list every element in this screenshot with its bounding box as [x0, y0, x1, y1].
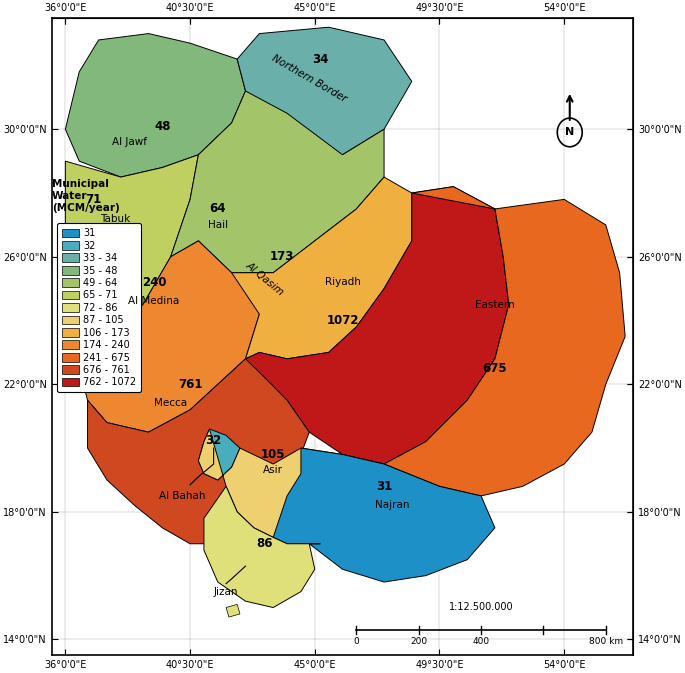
Text: 400: 400	[473, 637, 490, 646]
Text: N: N	[565, 127, 574, 137]
Text: 71: 71	[85, 193, 101, 206]
Text: Mecca: Mecca	[154, 398, 187, 409]
Text: Tabuk: Tabuk	[100, 213, 130, 223]
Text: 1:12.500.000: 1:12.500.000	[449, 602, 513, 612]
Legend: 31, 32, 33 - 34, 35 - 48, 49 - 64, 65 - 71, 72 - 86, 87 - 105, 106 - 173, 174 - : 31, 32, 33 - 34, 35 - 48, 49 - 64, 65 - …	[57, 223, 141, 392]
Polygon shape	[79, 241, 273, 432]
Text: Northern Border: Northern Border	[270, 52, 349, 104]
Text: Najran: Najran	[375, 501, 410, 511]
Polygon shape	[204, 487, 315, 608]
Text: 1072: 1072	[326, 314, 359, 327]
Text: Eastern: Eastern	[475, 299, 515, 310]
Polygon shape	[199, 429, 384, 544]
Polygon shape	[88, 359, 309, 544]
Polygon shape	[237, 27, 412, 161]
Text: 173: 173	[269, 250, 294, 263]
Polygon shape	[171, 91, 384, 273]
Text: 761: 761	[178, 378, 202, 391]
Polygon shape	[65, 34, 245, 177]
Text: 48: 48	[154, 120, 171, 133]
Polygon shape	[384, 186, 625, 496]
Text: Al Medina: Al Medina	[128, 296, 179, 306]
Text: 105: 105	[261, 448, 286, 461]
Text: Al Qasim: Al Qasim	[244, 260, 286, 297]
Text: Al Bahah: Al Bahah	[158, 491, 205, 501]
Text: Asir: Asir	[263, 466, 283, 475]
Polygon shape	[226, 604, 240, 617]
Text: 800 km: 800 km	[588, 637, 623, 646]
Text: Jizan: Jizan	[214, 587, 238, 596]
Text: Al Jawf: Al Jawf	[112, 137, 147, 147]
Polygon shape	[65, 155, 199, 353]
Text: 0: 0	[353, 637, 359, 646]
Text: 64: 64	[210, 203, 226, 215]
Text: 86: 86	[257, 537, 273, 551]
Text: 675: 675	[483, 362, 507, 375]
Text: 32: 32	[206, 433, 222, 447]
Text: Riyadh: Riyadh	[325, 277, 360, 287]
Text: 200: 200	[410, 637, 427, 646]
Text: 31: 31	[376, 480, 393, 493]
Text: 34: 34	[312, 52, 329, 65]
Polygon shape	[273, 448, 495, 582]
Polygon shape	[199, 429, 240, 480]
Text: Municipal
Water
(MCM/year): Municipal Water (MCM/year)	[52, 178, 120, 213]
Polygon shape	[232, 177, 412, 359]
Text: 240: 240	[142, 276, 166, 289]
Text: Hail: Hail	[208, 220, 228, 230]
Polygon shape	[245, 186, 509, 464]
